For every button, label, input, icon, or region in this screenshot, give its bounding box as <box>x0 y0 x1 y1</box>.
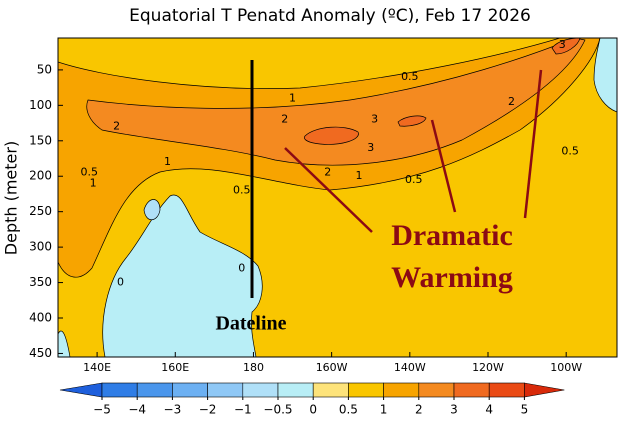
contour-label: 0.5 <box>81 166 99 179</box>
y-tick-label: 150 <box>29 133 52 147</box>
y-tick-label: 350 <box>29 275 52 289</box>
colorbar-tick-label: 4 <box>485 403 493 417</box>
contour-region <box>593 38 617 113</box>
contour-label: 0.5 <box>405 173 423 186</box>
x-tick-label: 100W <box>550 361 582 374</box>
contour-region <box>304 126 359 145</box>
x-tick-label: 140W <box>394 361 426 374</box>
contour-label: 3 <box>371 113 378 126</box>
contour-label: 3 <box>559 38 566 51</box>
x-tick-label: 180 <box>243 361 264 374</box>
colorbar-tick-label: −5 <box>93 403 111 417</box>
colorbar-cell <box>418 382 455 398</box>
colorbar-tick-label: 2 <box>415 403 423 417</box>
x-tick-label: 160E <box>161 361 189 374</box>
colorbar-cell <box>312 382 349 398</box>
contour-label: 1 <box>289 91 296 104</box>
colorbar-end <box>524 382 565 398</box>
contour-label: 2 <box>281 113 288 126</box>
plot-frame <box>57 37 618 358</box>
x-tick-label: 160W <box>316 361 348 374</box>
contour-label: 3 <box>367 141 374 154</box>
contour-label: 0 <box>238 261 245 274</box>
colorbar-cell <box>242 382 279 398</box>
colorbar-tick-label: 0 <box>309 403 317 417</box>
colorbar-end <box>59 382 103 398</box>
colorbar-tick-label: 1 <box>380 403 388 417</box>
colorbar-tick-label: 5 <box>521 403 529 417</box>
y-tick-label: 100 <box>29 98 52 112</box>
contour-label: 0.5 <box>233 183 251 196</box>
annotation: Warming <box>391 261 513 294</box>
colorbar-tick-label: −2 <box>199 403 217 417</box>
y-tick-label: 200 <box>29 169 52 183</box>
colorbar-cell <box>348 382 384 398</box>
contour-label: 2 <box>324 166 331 179</box>
colorbar-cell <box>383 382 420 398</box>
colorbar-cell <box>136 382 173 398</box>
overlay: 140E 160E 180 160W 140W 120W 100W5010015020025… <box>29 37 618 374</box>
annotation: Dateline <box>215 313 286 335</box>
contour-label: 2 <box>113 120 120 133</box>
y-tick-label: 450 <box>29 346 52 360</box>
contour-label: 2 <box>508 95 515 108</box>
contour-region <box>143 199 161 221</box>
annotation: Dramatic <box>391 219 513 252</box>
y-axis-label: Depth (meter) <box>2 141 21 255</box>
colorbar-tick-label: −1 <box>234 403 252 417</box>
colorbar-cell <box>488 382 525 398</box>
contour-label: 1 <box>90 176 97 189</box>
colorbar-cell <box>453 382 490 398</box>
chart-title: Equatorial T Penatd Anomaly (ºC), Feb 17… <box>129 6 531 26</box>
colorbar-cell <box>277 382 314 398</box>
arrow-line <box>430 119 457 213</box>
y-tick-label: 50 <box>37 62 52 76</box>
contour-region <box>86 38 586 166</box>
contour-label: 0 <box>117 276 124 289</box>
colorbar-tick-label: −4 <box>128 403 146 417</box>
colorbar-cell <box>172 382 208 398</box>
contour-label: 0.5 <box>561 144 579 157</box>
arrow-line <box>284 147 373 233</box>
colorbar-cell <box>101 382 138 398</box>
contour-region <box>102 194 263 357</box>
contour-label: 0.5 <box>401 70 419 83</box>
x-tick-label: 120W <box>472 361 504 374</box>
y-tick-label: 400 <box>29 311 52 325</box>
colorbar-cell <box>207 382 244 398</box>
colorbar-tick-label: 0.5 <box>339 403 358 417</box>
colorbar-tick-label: −3 <box>164 403 182 417</box>
contour-label: 1 <box>356 169 363 182</box>
arrow-line <box>523 69 543 219</box>
x-tick-label: 140E <box>83 361 111 374</box>
contour-label: 1 <box>164 155 171 168</box>
y-tick-label: 300 <box>29 240 52 254</box>
colorbar-tick-label: 3 <box>450 403 458 417</box>
contour-region <box>397 115 427 127</box>
y-tick-label: 250 <box>29 204 52 218</box>
colorbar-tick-label: −0.5 <box>263 403 292 417</box>
